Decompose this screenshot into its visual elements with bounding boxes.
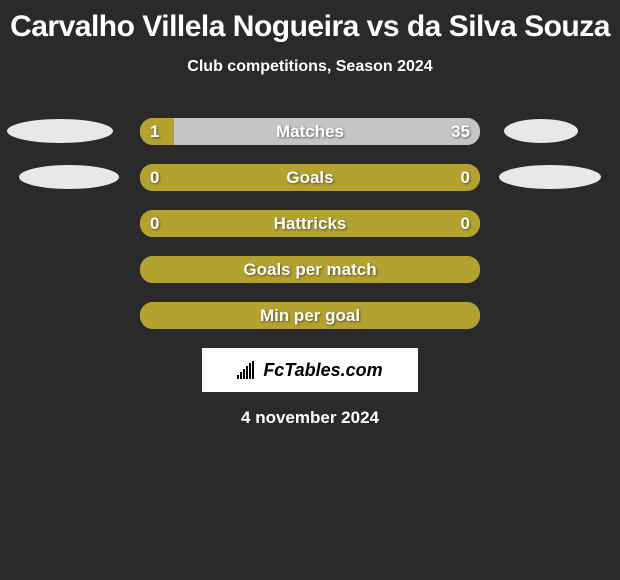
stat-value-right: 35 xyxy=(451,118,470,145)
stat-row: Goals0 0 xyxy=(0,164,620,191)
logo-chart-bar xyxy=(249,363,251,379)
comparison-widget: Carvalho Villela Nogueira vs da Silva So… xyxy=(0,0,620,580)
stat-label: Goals xyxy=(140,164,480,191)
logo-chart-bar xyxy=(243,369,245,379)
logo-text: FcTables.com xyxy=(263,360,382,381)
logo-chart-bar xyxy=(246,366,248,379)
stat-value-right: 0 xyxy=(461,210,470,237)
stat-bar: Matches1 35 xyxy=(140,118,480,145)
logo-box[interactable]: FcTables.com xyxy=(202,348,418,392)
stat-row: Min per goal xyxy=(0,302,620,329)
player-icon-left xyxy=(19,165,119,189)
stat-bar: Goals per match xyxy=(140,256,480,283)
stat-value-left: 0 xyxy=(150,164,159,191)
date-text: 4 november 2024 xyxy=(241,408,379,428)
stat-label: Matches xyxy=(140,118,480,145)
stat-bar: Goals0 0 xyxy=(140,164,480,191)
player-icon-right xyxy=(504,119,578,143)
stat-label: Min per goal xyxy=(140,302,480,329)
logo-chart-bar xyxy=(240,372,242,379)
stat-label: Hattricks xyxy=(140,210,480,237)
stat-row: Matches1 35 xyxy=(0,118,620,145)
stat-value-left: 1 xyxy=(150,118,159,145)
stat-row: Hattricks0 0 xyxy=(0,210,620,237)
player-icon-left xyxy=(7,119,113,143)
stat-row: Goals per match xyxy=(0,256,620,283)
subtitle: Club competitions, Season 2024 xyxy=(187,58,432,76)
page-title: Carvalho Villela Nogueira vs da Silva So… xyxy=(10,10,610,44)
stat-value-left: 0 xyxy=(150,210,159,237)
logo-chart-bar xyxy=(252,361,254,379)
stats-area: Matches135Goals00Hattricks00Goals per ma… xyxy=(0,118,620,329)
stat-bar: Min per goal xyxy=(140,302,480,329)
barchart-icon xyxy=(237,361,259,379)
player-icon-right xyxy=(499,165,601,189)
stat-bar: Hattricks0 0 xyxy=(140,210,480,237)
stat-label: Goals per match xyxy=(140,256,480,283)
stat-value-right: 0 xyxy=(461,164,470,191)
logo-chart-bar xyxy=(237,375,239,379)
